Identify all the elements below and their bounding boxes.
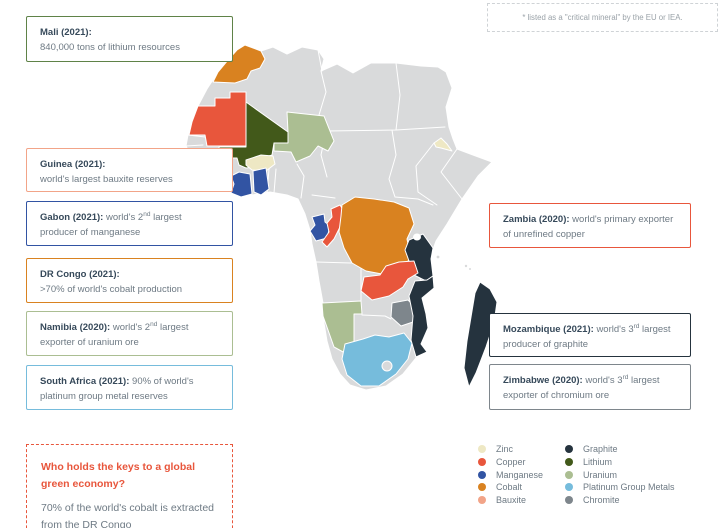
callout-mali: Mali (2021): 840,000 tons of lithium res…	[26, 16, 233, 62]
legend-item-platinum: Platinum Group Metals	[565, 481, 720, 494]
country-madagascar	[463, 281, 498, 388]
island-comoros-2	[469, 268, 471, 270]
question-title: Who holds the keys to a global green eco…	[41, 461, 196, 490]
platinum-swatch	[565, 483, 573, 492]
legend-label: Lithium	[583, 457, 613, 468]
callout-namibia-title: Namibia (2020):	[40, 322, 111, 333]
callout-mozambique: Mozambique (2021): world's 3rd largest p…	[489, 313, 691, 357]
callout-south-africa: South Africa (2021): 90% of world's plat…	[26, 365, 233, 410]
callout-zimbabwe-body: world's 3	[585, 375, 623, 386]
callout-gabon-title: Gabon (2021):	[40, 212, 104, 223]
callout-zimbabwe: Zimbabwe (2020): world's 3rd largest exp…	[489, 364, 691, 410]
callout-south-africa-title: South Africa (2021):	[40, 376, 130, 387]
legend-column-2: Graphite Lithium Uranium Platinum Group …	[565, 443, 720, 506]
legend-label: Chromite	[583, 495, 620, 506]
legend-label: Copper	[496, 457, 526, 468]
legend-label: Bauxite	[496, 495, 527, 506]
callout-namibia: Namibia (2020): world's 2nd largest expo…	[26, 311, 233, 356]
island-comoros-1	[464, 264, 468, 268]
country-burkina-faso	[245, 154, 276, 172]
callout-mozambique-text: Mozambique (2021): world's 3rd largest p…	[503, 322, 678, 352]
island-zanzibar	[436, 255, 440, 259]
country-niger	[273, 111, 335, 163]
callout-mozambique-title: Mozambique (2021):	[503, 324, 594, 335]
legend-item-chromite: Chromite	[565, 494, 720, 507]
country-ghana	[252, 167, 270, 196]
question-body: 70% of the world's cobalt is extracted f…	[41, 502, 215, 528]
ordinal-suffix: rd	[622, 373, 629, 381]
callout-zambia-title: Zambia (2020):	[503, 214, 570, 225]
callout-zambia-body: world's primary exporter of unrefined co…	[503, 214, 674, 240]
country-zambia	[360, 260, 419, 301]
legend-label: Zinc	[496, 444, 514, 455]
callout-dr-congo: DR Congo (2021): >70% of world's cobalt …	[26, 258, 233, 303]
uranium-swatch	[565, 470, 573, 479]
legend-item-lithium: Lithium	[565, 456, 720, 469]
callout-gabon-text: Gabon (2021): world's 2nd largest produc…	[40, 210, 220, 240]
country-lesotho	[381, 360, 393, 372]
country-cote-divoire	[230, 171, 253, 198]
callout-south-africa-body: 90% of world's platinum group metal rese…	[40, 376, 194, 402]
callout-guinea-body: world's largest bauxite reserves	[40, 174, 173, 185]
callout-mali-title: Mali (2021):	[40, 27, 92, 38]
bauxite-swatch	[478, 496, 486, 505]
legend-item-graphite: Graphite	[565, 443, 720, 456]
callout-mali-body: 840,000 tons of lithium resources	[40, 42, 180, 53]
callout-guinea: Guinea (2021): world's largest bauxite r…	[26, 148, 233, 192]
callout-zimbabwe-title: Zimbabwe (2020):	[503, 375, 583, 386]
copper-swatch	[478, 458, 486, 467]
chromite-swatch	[565, 496, 573, 505]
graphite-swatch	[565, 445, 573, 454]
country-eritrea	[433, 137, 453, 152]
legend-item-uranium: Uranium	[565, 468, 720, 481]
legend-label: Cobalt	[496, 482, 523, 493]
country-mozambique	[408, 275, 435, 358]
callout-namibia-body-rest: largest exporter of uranium ore	[40, 322, 189, 348]
ordinal-suffix: rd	[633, 322, 640, 330]
legend-label: Graphite	[583, 444, 618, 455]
callout-zambia: Zambia (2020): world's primary exporter …	[489, 203, 691, 248]
legend-item-cobalt: Cobalt	[478, 481, 564, 494]
lake-victoria	[413, 233, 421, 241]
legend-item-manganese: Manganese	[478, 468, 564, 481]
manganese-swatch	[478, 470, 486, 479]
zinc-swatch	[478, 445, 486, 454]
critical-mineral-footnote: * listed as a "critical mineral" by the …	[487, 3, 718, 32]
callout-dr-congo-title: DR Congo (2021):	[40, 269, 120, 280]
legend-column-1: Zinc Copper Manganese Cobalt Bauxite	[478, 443, 564, 506]
footnote-text: * listed as a "critical mineral" by the …	[522, 13, 683, 22]
lithium-swatch	[565, 458, 573, 467]
ordinal-suffix: nd	[150, 320, 158, 328]
legend-item-zinc: Zinc	[478, 443, 564, 456]
callout-dr-congo-body: >70% of world's cobalt production	[40, 284, 183, 295]
legend-label: Uranium	[583, 469, 618, 480]
cobalt-swatch	[478, 483, 486, 492]
callout-south-africa-text: South Africa (2021): 90% of world's plat…	[40, 374, 220, 404]
callout-gabon-body-rest: largest producer of manganese	[40, 212, 182, 238]
callout-gabon: Gabon (2021): world's 2nd largest produc…	[26, 201, 233, 246]
callout-zambia-text: Zambia (2020): world's primary exporter …	[503, 212, 678, 242]
callout-namibia-body: world's 2	[112, 322, 151, 333]
question-box: Who holds the keys to a global green eco…	[26, 444, 233, 528]
legend-label: Platinum Group Metals	[583, 482, 675, 493]
callout-mozambique-body-rest: largest producer of graphite	[503, 324, 671, 350]
country-south-africa	[341, 332, 413, 387]
legend-item-bauxite: Bauxite	[478, 494, 564, 507]
callout-guinea-title: Guinea (2021):	[40, 159, 106, 170]
callout-mozambique-body: world's 3	[596, 324, 634, 335]
legend-item-copper: Copper	[478, 456, 564, 469]
ordinal-suffix: nd	[143, 210, 151, 218]
legend-label: Manganese	[496, 469, 544, 480]
callout-zimbabwe-body-rest: largest exporter of chromium ore	[503, 375, 660, 401]
callout-zimbabwe-text: Zimbabwe (2020): world's 3rd largest exp…	[503, 373, 678, 403]
callout-gabon-body: world's 2	[106, 212, 144, 223]
callout-namibia-text: Namibia (2020): world's 2nd largest expo…	[40, 320, 220, 350]
africa-map	[185, 44, 498, 391]
